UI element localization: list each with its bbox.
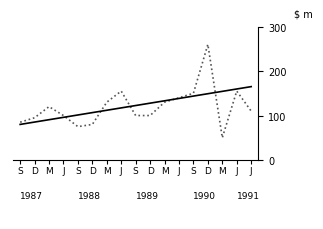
Text: 1988: 1988	[78, 191, 101, 200]
Text: 1989: 1989	[136, 191, 159, 200]
Text: 1990: 1990	[193, 191, 216, 200]
Text: $ m: $ m	[294, 10, 312, 19]
Text: 1987: 1987	[20, 191, 43, 200]
Text: 1991: 1991	[237, 191, 260, 200]
